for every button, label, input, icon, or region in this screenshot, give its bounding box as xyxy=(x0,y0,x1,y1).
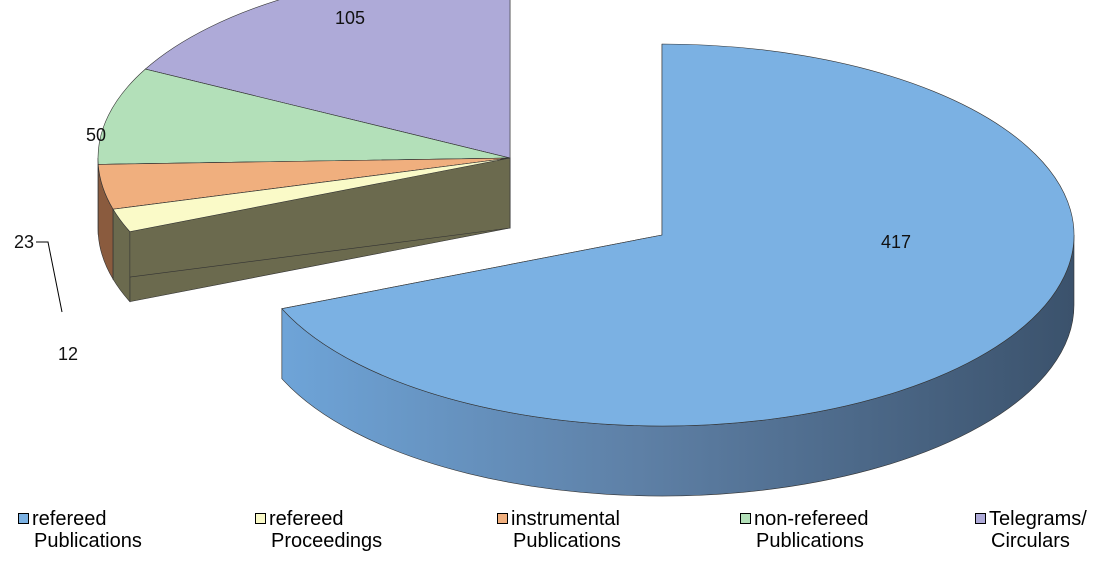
legend-item-non-refereed-publications[interactable]: non-refereed Publications xyxy=(740,508,940,552)
legend-swatch xyxy=(18,513,29,524)
legend-item-telegrams-circulars[interactable]: Telegrams/ Circulars xyxy=(975,508,1115,552)
legend-label-line2: Circulars xyxy=(991,530,1070,552)
pie-chart: 417 12 23 50 105 xyxy=(14,0,1075,497)
slice-top-face xyxy=(144,0,511,159)
data-label: 417 xyxy=(881,232,911,252)
legend-label-line1: refereed xyxy=(32,508,107,530)
legend-swatch xyxy=(975,513,986,524)
legend-item-refereed-publications[interactable]: refereed Publications xyxy=(18,508,218,552)
slice-top-face xyxy=(97,68,511,165)
legend-swatch xyxy=(740,513,751,524)
data-label: 12 xyxy=(58,344,78,364)
legend-label-line2: Proceedings xyxy=(271,530,383,552)
legend-label-line1: Telegrams/ xyxy=(989,508,1087,530)
legend-item-refereed-proceedings[interactable]: refereed Proceedings xyxy=(255,508,455,552)
data-label: 50 xyxy=(86,125,106,145)
legend-label-line1: refereed xyxy=(269,508,344,530)
legend-label-line2: Publications xyxy=(513,530,621,552)
data-label: 23 xyxy=(14,232,34,252)
legend-swatch xyxy=(255,513,266,524)
legend-label-line2: Publications xyxy=(756,530,864,552)
legend-item-instrumental-publications[interactable]: instrumental Publications xyxy=(497,508,697,552)
legend-label-line2: Publications xyxy=(34,530,142,552)
leader-line xyxy=(36,241,63,313)
pie-slice-refereed-proceedings[interactable] xyxy=(112,157,511,303)
slice-top-face xyxy=(112,157,511,232)
legend-swatch xyxy=(497,513,508,524)
pie-slice-refereed-publications[interactable] xyxy=(281,43,1075,497)
slice-top-face xyxy=(281,43,1075,427)
data-label: 105 xyxy=(335,8,365,28)
legend-label-line1: non-refereed xyxy=(754,508,869,530)
legend-label-line1: instrumental xyxy=(511,508,620,530)
chart-legend: refereed Publications refereed Proceedin… xyxy=(0,500,1115,580)
